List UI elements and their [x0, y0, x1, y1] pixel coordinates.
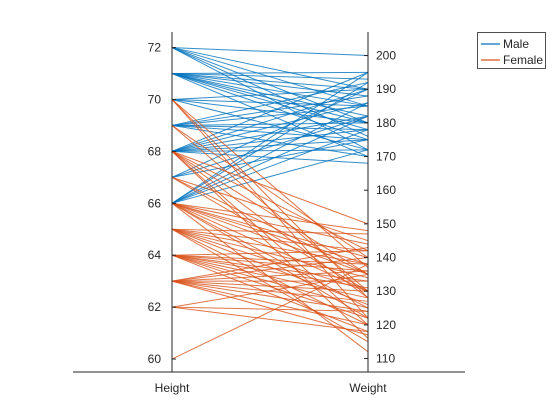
series-line-male-38 — [171, 71, 369, 204]
weight-tick-label-140: 140 — [376, 251, 396, 265]
series-line-male-37 — [171, 139, 369, 178]
series-line-male-36 — [171, 115, 369, 178]
series-line-female-31 — [171, 250, 369, 256]
legend-box — [477, 32, 546, 69]
height-tick-label-62: 62 — [148, 300, 162, 314]
height-tick-label-64: 64 — [148, 248, 162, 262]
series-line-male-6 — [171, 71, 369, 75]
weight-tick-label-150: 150 — [376, 217, 396, 231]
series-line-male-35 — [171, 88, 369, 178]
legend-label-male: Male — [503, 37, 529, 51]
series-line-male-0 — [171, 47, 369, 57]
weight-tick-label-200: 200 — [376, 49, 396, 63]
weight-tick-label-130: 130 — [376, 284, 396, 298]
series-line-female-0 — [171, 99, 369, 269]
series-line-male-42 — [171, 129, 369, 204]
series-line-female-5 — [171, 150, 369, 225]
series-line-female-46 — [171, 280, 369, 312]
weight-tick-label-120: 120 — [376, 318, 396, 332]
series-line-male-20 — [171, 82, 369, 126]
series-line-male-43 — [171, 149, 369, 204]
series-line-female-15 — [171, 202, 369, 245]
series-line-male-8 — [171, 73, 369, 90]
series-line-female-51 — [171, 306, 369, 333]
series-line-male-23 — [171, 122, 369, 126]
series-line-male-1 — [171, 47, 369, 90]
series-line-female-32 — [171, 254, 369, 265]
series-line-female-4 — [171, 125, 369, 292]
legend-label-female: Female — [503, 53, 543, 67]
series-line-female-23 — [171, 228, 369, 235]
series-line-female-1 — [171, 99, 369, 299]
series-line-female-6 — [171, 150, 369, 252]
series-line-female-40 — [171, 246, 369, 282]
weight-axis-ticks: 110 120 130 140 150 160 170 180 190 200 — [364, 49, 396, 366]
series-line-male-33 — [171, 149, 369, 152]
series-line-female-50 — [171, 306, 369, 312]
x-tick-label-weight: Weight — [349, 381, 387, 395]
series-line-female-3 — [171, 125, 369, 258]
series-lines — [171, 47, 369, 360]
series-line-female-9 — [171, 151, 369, 326]
series-line-female-39 — [171, 254, 369, 333]
series-line-male-17 — [171, 98, 369, 107]
x-tick-label-height: Height — [155, 381, 190, 395]
series-line-male-22 — [171, 105, 369, 126]
series-line-female-24 — [171, 228, 369, 252]
series-line-female-30 — [171, 228, 369, 343]
weight-tick-label-110: 110 — [376, 352, 395, 366]
series-line-female-25 — [171, 228, 369, 265]
series-line-female-41 — [171, 257, 369, 282]
weight-tick-label-180: 180 — [376, 116, 396, 130]
series-line-male-29 — [171, 102, 369, 152]
series-line-female-33 — [171, 254, 369, 272]
series-line-female-47 — [171, 280, 369, 326]
height-tick-label-70: 70 — [148, 92, 162, 106]
series-line-female-28 — [171, 228, 369, 306]
weight-tick-label-170: 170 — [376, 150, 396, 164]
series-line-female-34 — [171, 254, 369, 282]
series-line-female-35 — [171, 254, 369, 289]
series-line-male-12 — [171, 73, 369, 124]
series-line-male-9 — [171, 73, 369, 97]
height-tick-label-68: 68 — [148, 144, 162, 158]
series-line-female-16 — [171, 202, 369, 259]
series-line-female-11 — [171, 176, 369, 242]
weight-tick-label-190: 190 — [376, 82, 396, 96]
series-line-male-13 — [171, 73, 369, 131]
series-line-male-21 — [171, 95, 369, 126]
series-line-male-41 — [171, 115, 369, 204]
series-line-male-27 — [171, 71, 369, 152]
height-tick-label-72: 72 — [148, 41, 162, 55]
series-line-female-14 — [171, 202, 369, 232]
series-line-female-17 — [171, 202, 369, 265]
height-tick-label-60: 60 — [148, 352, 162, 366]
series-line-male-15 — [171, 73, 369, 158]
series-line-female-52 — [171, 263, 369, 360]
series-line-female-44 — [171, 280, 369, 292]
height-tick-label-66: 66 — [148, 196, 162, 210]
series-line-female-42 — [171, 270, 369, 282]
series-line-male-16 — [171, 88, 369, 100]
height-axis-ticks: 60 62 64 66 68 70 72 — [148, 41, 176, 366]
weight-tick-label-160: 160 — [376, 183, 396, 197]
series-line-male-40 — [171, 102, 369, 204]
series-line-female-48 — [171, 280, 369, 336]
series-line-male-28 — [171, 88, 369, 152]
series-line-male-7 — [171, 73, 369, 80]
legend: Male Female — [477, 32, 546, 69]
series-line-female-8 — [171, 150, 369, 299]
